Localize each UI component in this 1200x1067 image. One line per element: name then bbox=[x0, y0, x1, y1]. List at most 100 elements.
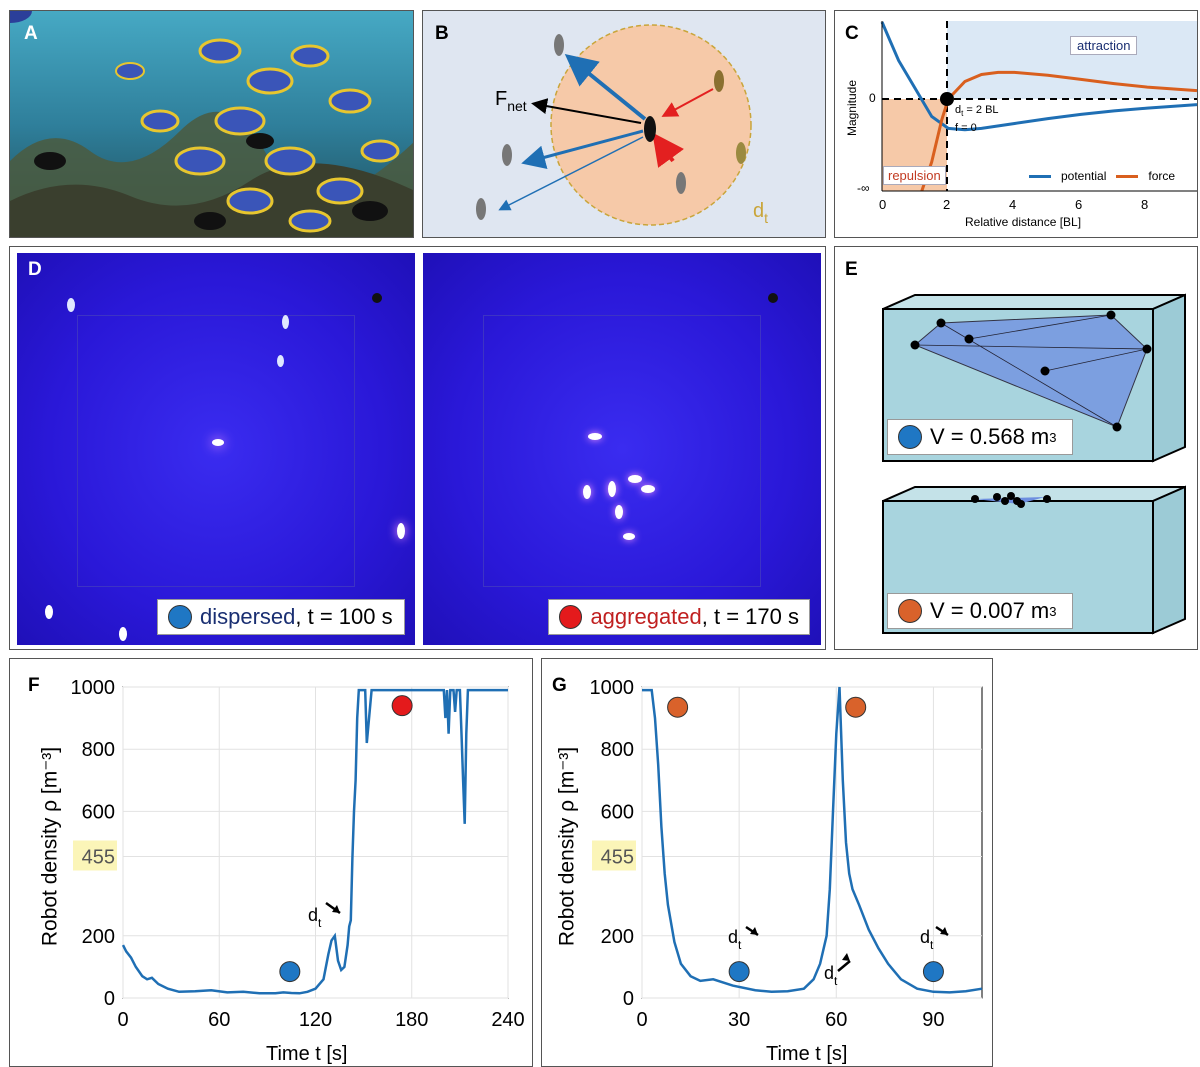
panel-label-c: C bbox=[845, 23, 859, 44]
y-tick-zero: 0 bbox=[869, 91, 876, 105]
panel-d: D dispersed, t = 100 s aggregated, t = 1… bbox=[9, 246, 826, 650]
dispersed-marker bbox=[728, 961, 750, 983]
aggregated-legend: aggregated, t = 170 s bbox=[548, 599, 810, 635]
legend-force: force bbox=[1148, 169, 1176, 183]
y-axis-label: Robot density ρ [m⁻³] bbox=[38, 746, 62, 947]
y-tick-label: 800 bbox=[82, 739, 115, 761]
x-tick-0: 0 bbox=[879, 197, 887, 212]
robot bbox=[45, 605, 53, 619]
aggregated-marker bbox=[667, 696, 689, 718]
x-axis-label: Time t [s] bbox=[766, 1043, 848, 1065]
robot bbox=[282, 315, 289, 329]
y-tick-label: 200 bbox=[82, 926, 115, 948]
arrow-head bbox=[750, 927, 758, 935]
aggregated-marker bbox=[845, 696, 867, 718]
net-force-arrow bbox=[531, 98, 642, 124]
x-tick-label: 120 bbox=[299, 1009, 332, 1031]
attraction-region bbox=[947, 21, 1197, 99]
x-axis-label: Time t [s] bbox=[266, 1043, 348, 1065]
robot bbox=[623, 533, 635, 540]
fish-school-photo bbox=[10, 11, 413, 237]
robot bbox=[397, 523, 405, 539]
aggregated-state: aggregated bbox=[590, 604, 702, 629]
panel-b: Fnet dt B bbox=[422, 10, 826, 238]
y-tick-label: 200 bbox=[601, 926, 634, 948]
robot bbox=[583, 485, 591, 499]
aggregated-time: , t = 170 s bbox=[701, 604, 799, 629]
y-tick-label: 1000 bbox=[71, 677, 116, 699]
x-tick-label: 180 bbox=[395, 1009, 428, 1031]
attraction-label: attraction bbox=[1070, 36, 1138, 55]
dispersed-marker bbox=[168, 605, 192, 629]
panel-g: 0 30 60 90 0 200 455 600 800 1000 dt dt dt G Robot d… bbox=[541, 658, 993, 1067]
robot bbox=[212, 439, 224, 446]
plot-area bbox=[641, 686, 983, 999]
x-tick-label: 240 bbox=[491, 1009, 524, 1031]
x-tick-label: 60 bbox=[825, 1009, 847, 1031]
force-curve bbox=[920, 70, 1197, 192]
y-tick-label: 600 bbox=[82, 801, 115, 823]
robot bbox=[277, 355, 284, 367]
arrow-head bbox=[842, 953, 850, 961]
x-tick-8: 8 bbox=[1141, 197, 1149, 212]
repulsion-label: repulsion bbox=[883, 166, 946, 185]
robot bbox=[768, 293, 778, 303]
dispersed-marker bbox=[898, 425, 922, 449]
dispersed-state: dispersed bbox=[200, 604, 296, 629]
x-tick-label: 60 bbox=[208, 1009, 230, 1031]
robot bbox=[67, 298, 75, 312]
arrow-head bbox=[332, 905, 340, 913]
robot-icon bbox=[644, 116, 656, 142]
panel-label-g: G bbox=[552, 675, 567, 696]
fish-group bbox=[34, 38, 400, 233]
threshold-highlight bbox=[592, 840, 636, 871]
equilibrium-annotation: dt = 2 BL f = 0 bbox=[955, 104, 999, 135]
panel-label-a: A bbox=[24, 23, 38, 44]
potential-force-chart bbox=[880, 21, 1197, 192]
dispersed-time: , t = 100 s bbox=[295, 604, 393, 629]
robot-icon bbox=[476, 198, 486, 220]
y-tick-label: 1000 bbox=[590, 677, 635, 699]
density-chart-g: 0 30 60 90 0 200 455 600 800 1000 dt dt dt bbox=[590, 677, 983, 1031]
robot bbox=[615, 505, 623, 519]
dispersed-marker bbox=[922, 961, 944, 983]
panel-c: C attraction repulsion dt = 2 BL f = 0 M… bbox=[834, 10, 1198, 238]
threshold-distance-label: dt bbox=[753, 200, 768, 226]
attraction-arrow bbox=[564, 53, 647, 121]
panel-a: A bbox=[9, 10, 414, 238]
robot bbox=[119, 627, 127, 641]
robot bbox=[372, 293, 382, 303]
y-axis-label: Robot density ρ [m⁻³] bbox=[555, 746, 579, 947]
dispersed-marker bbox=[279, 961, 301, 983]
threshold-label: 455 bbox=[601, 846, 634, 868]
density-chart-f: 0 60 120 180 240 0 200 455 600 800 1000 dt bbox=[71, 677, 525, 1031]
legend: potential force bbox=[1029, 169, 1175, 183]
legend-potential: potential bbox=[1061, 169, 1107, 183]
robot-icon bbox=[714, 70, 724, 92]
tank-photo-dispersed bbox=[17, 253, 415, 645]
panel-label-b: B bbox=[435, 23, 449, 44]
attraction-arrow bbox=[498, 136, 644, 211]
threshold-crossing-label: dt bbox=[728, 927, 742, 952]
density-line bbox=[642, 686, 983, 994]
threshold-label: 455 bbox=[82, 846, 115, 868]
potential-curve bbox=[880, 21, 1197, 132]
y-axis-label: Magnitude bbox=[845, 79, 859, 137]
y-tick-label: 600 bbox=[601, 801, 634, 823]
repulsion-arrow bbox=[652, 132, 685, 168]
x-tick-4: 4 bbox=[1009, 197, 1017, 212]
robot-icon bbox=[554, 34, 564, 56]
robot bbox=[628, 475, 642, 483]
robot bbox=[608, 481, 616, 497]
threshold-crossing-label: dt bbox=[824, 963, 838, 988]
net-force-label: Fnet bbox=[495, 88, 527, 114]
convex-hull bbox=[914, 314, 1148, 428]
x-tick-2: 2 bbox=[943, 197, 951, 212]
threshold-crossing-label: dt bbox=[308, 905, 322, 930]
tank-photo-aggregated bbox=[423, 253, 821, 645]
x-tick-label: 90 bbox=[922, 1009, 944, 1031]
threshold-crossing-label: dt bbox=[920, 927, 934, 952]
